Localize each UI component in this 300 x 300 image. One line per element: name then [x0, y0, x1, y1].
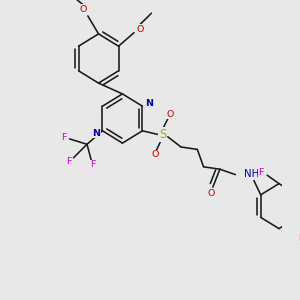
Text: F: F	[298, 235, 300, 244]
Text: N: N	[145, 99, 153, 108]
Text: F: F	[61, 133, 67, 142]
Text: O: O	[208, 189, 215, 198]
Text: O: O	[136, 25, 144, 34]
Text: O: O	[166, 110, 173, 118]
Text: F: F	[66, 157, 71, 166]
Text: N: N	[92, 129, 100, 138]
Text: NH: NH	[244, 169, 259, 179]
Text: O: O	[151, 150, 158, 159]
Text: F: F	[91, 160, 96, 169]
Text: S: S	[159, 128, 166, 141]
Text: F: F	[258, 168, 264, 177]
Text: O: O	[79, 5, 86, 14]
